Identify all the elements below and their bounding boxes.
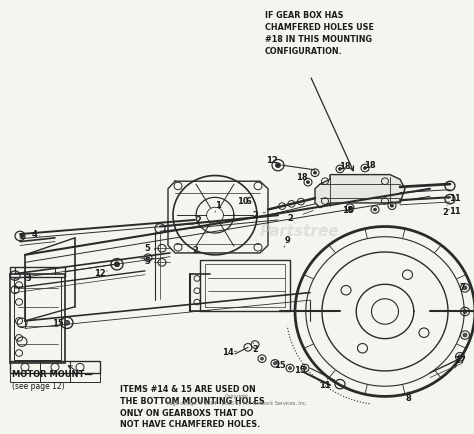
Text: 15: 15 — [52, 319, 64, 328]
Text: Copyright
Page design © 2004 - 2016 by MH Network Services, Inc.: Copyright Page design © 2004 - 2016 by M… — [167, 394, 307, 406]
Bar — [200, 260, 290, 312]
Circle shape — [261, 357, 264, 360]
Text: 8: 8 — [405, 394, 411, 403]
Text: 15: 15 — [294, 366, 306, 375]
Text: Partstree: Partstree — [260, 224, 340, 239]
Text: 2: 2 — [252, 210, 258, 220]
Text: 2: 2 — [195, 217, 201, 225]
Text: 2: 2 — [192, 246, 198, 255]
Text: 2: 2 — [442, 208, 448, 217]
Text: 17: 17 — [454, 356, 466, 365]
Text: 11: 11 — [319, 381, 331, 390]
Bar — [10, 373, 100, 382]
Text: ITEMS #14 & 15 ARE USED ON
THE BOTTOM MOUNTING HOLES
ONLY ON GEARBOXS THAT DO
NO: ITEMS #14 & 15 ARE USED ON THE BOTTOM MO… — [120, 385, 265, 430]
Circle shape — [348, 206, 352, 209]
Text: 9: 9 — [285, 236, 291, 245]
Text: 3: 3 — [25, 274, 31, 283]
Text: 10: 10 — [237, 197, 249, 206]
Text: 11: 11 — [449, 194, 461, 203]
Text: 18: 18 — [339, 161, 351, 171]
Circle shape — [364, 167, 366, 169]
Text: MOTOR MOUNT—: MOTOR MOUNT— — [12, 370, 93, 379]
Circle shape — [64, 320, 70, 325]
Text: 18: 18 — [364, 161, 376, 170]
Circle shape — [307, 181, 310, 184]
Bar — [10, 362, 100, 373]
Circle shape — [374, 208, 376, 211]
Text: 14: 14 — [222, 348, 234, 357]
Circle shape — [313, 171, 317, 174]
Text: 12: 12 — [266, 156, 278, 165]
Text: 4: 4 — [32, 230, 38, 239]
Circle shape — [338, 168, 341, 171]
Circle shape — [275, 163, 281, 168]
Circle shape — [463, 286, 467, 290]
Text: 12: 12 — [94, 269, 106, 278]
Circle shape — [463, 309, 467, 313]
Polygon shape — [315, 174, 405, 207]
Text: 18: 18 — [296, 173, 308, 182]
Bar — [14, 277, 61, 360]
Text: (see page 12): (see page 12) — [12, 382, 64, 391]
Text: IF GEAR BOX HAS
CHAMFERED HOLES USE
#18 IN THIS MOUNTING
CONFIGURATION.: IF GEAR BOX HAS CHAMFERED HOLES USE #18 … — [265, 11, 374, 56]
Text: 15: 15 — [274, 361, 286, 370]
Text: 2: 2 — [252, 345, 258, 354]
Circle shape — [273, 362, 276, 365]
Circle shape — [115, 262, 119, 266]
Bar — [10, 274, 65, 363]
Text: 6: 6 — [245, 197, 251, 206]
Text: 5: 5 — [144, 244, 150, 253]
Text: 5: 5 — [144, 257, 150, 266]
Circle shape — [289, 367, 292, 369]
Text: 11: 11 — [449, 207, 461, 216]
Bar — [205, 264, 285, 307]
Bar — [10, 267, 65, 276]
Text: 18: 18 — [342, 206, 354, 215]
Circle shape — [458, 355, 462, 358]
Text: 2: 2 — [287, 214, 293, 224]
Circle shape — [303, 367, 307, 369]
Text: 7: 7 — [459, 283, 465, 293]
Circle shape — [463, 333, 467, 337]
Circle shape — [391, 204, 393, 207]
Text: 1: 1 — [215, 201, 221, 210]
Circle shape — [20, 234, 24, 238]
